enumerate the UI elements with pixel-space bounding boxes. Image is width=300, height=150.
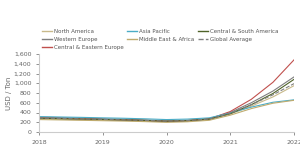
Legend: North America, Western Europe, Central & Eastern Europe, Asia Pacific, Middle Ea: North America, Western Europe, Central &… <box>42 29 279 50</box>
Y-axis label: USD / Ton: USD / Ton <box>6 76 12 110</box>
